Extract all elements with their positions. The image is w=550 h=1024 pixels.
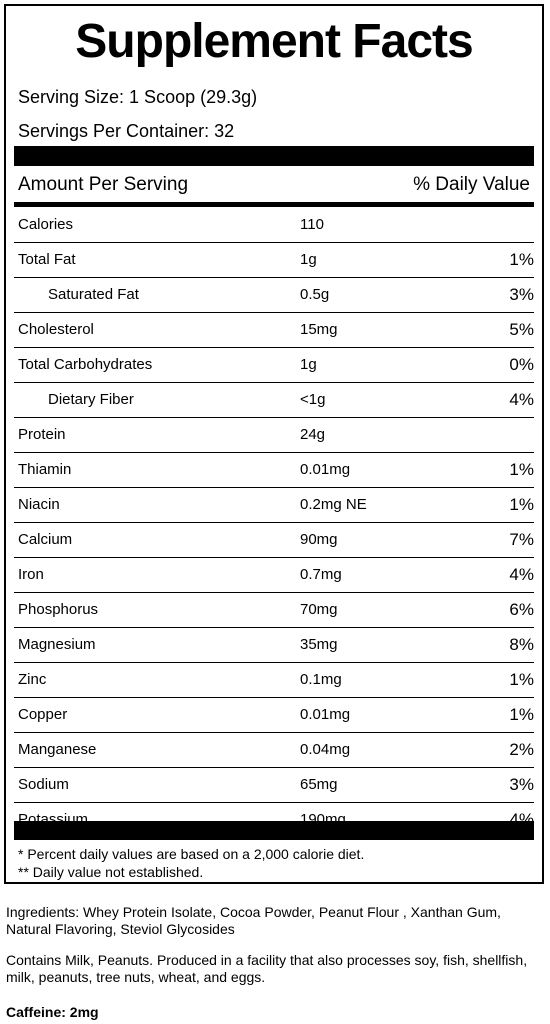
nutrient-daily-value: 4% bbox=[509, 565, 534, 584]
nutrient-name: Zinc bbox=[18, 671, 47, 688]
nutrient-amount: 0.04mg bbox=[300, 741, 351, 758]
nutrient-daily-value: 1% bbox=[509, 670, 534, 689]
nutrient-amount: 110 bbox=[300, 216, 324, 233]
table-row: Manganese 0.04mg 2% bbox=[14, 733, 534, 768]
table-row: Thiamin 0.01mg 1% bbox=[14, 453, 534, 488]
nutrient-amount: 24g bbox=[300, 426, 326, 443]
nutrient-name: Thiamin bbox=[18, 461, 72, 478]
nutrient-name: Iron bbox=[18, 566, 44, 583]
nutrient-daily-value: 2% bbox=[509, 740, 534, 759]
servings-per-container: Servings Per Container: 32 bbox=[18, 121, 235, 141]
nutrient-name: Calories bbox=[18, 216, 74, 233]
table-row: Dietary Fiber <1g 4% bbox=[14, 383, 534, 418]
table-row: Zinc 0.1mg 1% bbox=[14, 663, 534, 698]
table-row: Niacin 0.2mg NE 1% bbox=[14, 488, 534, 523]
nutrient-daily-value: 1% bbox=[509, 705, 534, 724]
nutrient-daily-value: 1% bbox=[509, 460, 534, 479]
table-row: Total Carbohydrates 1g 0% bbox=[14, 348, 534, 383]
nutrient-amount: <1g bbox=[300, 391, 326, 408]
footnote-not-established: ** Daily value not established. bbox=[18, 864, 204, 880]
supplement-facts-panel: Supplement Facts Serving Size: 1 Scoop (… bbox=[4, 4, 544, 884]
nutrient-table: Calories 110 Total Fat 1g 1% Saturated Fat 0.5… bbox=[14, 208, 534, 837]
nutrient-daily-value: 8% bbox=[509, 635, 534, 654]
panel-title: Supplement Facts bbox=[75, 15, 473, 68]
nutrient-name: Total Fat bbox=[18, 251, 76, 268]
table-row: Calcium 90mg 7% bbox=[14, 523, 534, 558]
table-row: Sodium 65mg 3% bbox=[14, 768, 534, 803]
nutrient-name: Niacin bbox=[18, 496, 60, 513]
nutrient-name: Total Carbohydrates bbox=[18, 356, 153, 373]
table-row: Calories 110 bbox=[14, 208, 534, 243]
nutrient-amount: 65mg bbox=[300, 776, 338, 793]
nutrient-amount: 1g bbox=[300, 251, 317, 268]
nutrient-amount: 0.2mg NE bbox=[300, 496, 367, 513]
table-row: Protein 24g bbox=[14, 418, 534, 453]
nutrient-amount: 70mg bbox=[300, 601, 338, 618]
nutrient-name: Phosphorus bbox=[18, 601, 99, 618]
nutrient-amount: 0.7mg bbox=[300, 566, 342, 583]
daily-value-label: % Daily Value bbox=[413, 174, 530, 195]
nutrient-amount: 0.01mg bbox=[300, 706, 351, 723]
table-row: Saturated Fat 0.5g 3% bbox=[14, 278, 534, 313]
header-rule bbox=[14, 202, 534, 207]
nutrient-name: Sodium bbox=[18, 776, 69, 793]
footnote-percent: * Percent daily values are based on a 2,… bbox=[18, 846, 365, 862]
table-row: Magnesium 35mg 8% bbox=[14, 628, 534, 663]
nutrient-amount: 15mg bbox=[300, 321, 338, 338]
nutrient-name: Protein bbox=[18, 426, 66, 443]
table-row: Phosphorus 70mg 6% bbox=[14, 593, 534, 628]
nutrient-daily-value: 1% bbox=[509, 495, 534, 514]
caffeine-text: Caffeine: 2mg bbox=[6, 1004, 99, 1020]
top-thick-bar bbox=[14, 146, 534, 166]
nutrient-daily-value: 6% bbox=[509, 600, 534, 619]
serving-size: Serving Size: 1 Scoop (29.3g) bbox=[18, 87, 258, 107]
nutrient-name: Calcium bbox=[18, 531, 73, 548]
table-header: Amount Per Serving % Daily Value bbox=[18, 170, 530, 200]
nutrient-daily-value: 3% bbox=[509, 285, 534, 304]
ingredients-text: Ingredients: Whey Protein Isolate, Cocoa… bbox=[6, 904, 501, 937]
table-row: Cholesterol 15mg 5% bbox=[14, 313, 534, 348]
nutrient-name: Cholesterol bbox=[18, 321, 94, 338]
nutrient-amount: 35mg bbox=[300, 636, 338, 653]
nutrient-name: Saturated Fat bbox=[48, 286, 139, 303]
table-row: Total Fat 1g 1% bbox=[14, 243, 534, 278]
nutrient-amount: 0.1mg bbox=[300, 671, 342, 688]
nutrient-daily-value: 0% bbox=[509, 355, 534, 374]
nutrient-amount: 0.5g bbox=[300, 286, 330, 303]
table-row: Copper 0.01mg 1% bbox=[14, 698, 534, 733]
nutrient-name: Manganese bbox=[18, 741, 97, 758]
nutrient-daily-value: 4% bbox=[509, 390, 534, 409]
nutrient-name: Copper bbox=[18, 706, 68, 723]
nutrient-amount: 1g bbox=[300, 356, 317, 373]
bottom-thick-bar bbox=[14, 821, 534, 840]
nutrient-daily-value: 5% bbox=[509, 320, 534, 339]
amount-per-serving-label: Amount Per Serving bbox=[18, 174, 189, 195]
nutrient-name: Magnesium bbox=[18, 636, 96, 653]
nutrient-amount: 0.01mg bbox=[300, 461, 351, 478]
allergen-text: Contains Milk, Peanuts. Produced in a fa… bbox=[6, 952, 528, 985]
nutrient-daily-value: 1% bbox=[509, 250, 534, 269]
table-row: Iron 0.7mg 4% bbox=[14, 558, 534, 593]
nutrient-daily-value: 3% bbox=[509, 775, 534, 794]
nutrient-daily-value: 7% bbox=[509, 530, 534, 549]
nutrient-amount: 90mg bbox=[300, 531, 338, 548]
nutrient-name: Dietary Fiber bbox=[48, 391, 134, 408]
